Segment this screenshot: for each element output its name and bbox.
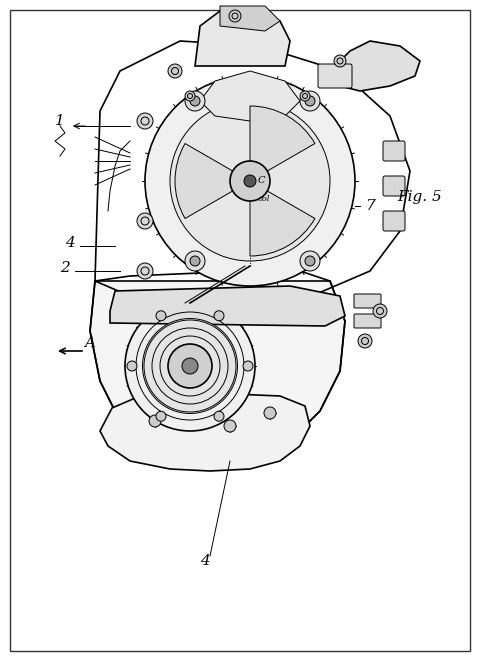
Polygon shape (100, 393, 310, 471)
Circle shape (156, 311, 166, 321)
Circle shape (230, 161, 270, 201)
Circle shape (224, 420, 236, 432)
Wedge shape (250, 181, 315, 256)
Circle shape (373, 304, 387, 318)
Circle shape (182, 358, 198, 374)
Polygon shape (330, 41, 420, 91)
Circle shape (185, 91, 195, 101)
Polygon shape (200, 71, 300, 121)
Circle shape (168, 64, 182, 78)
Text: col: col (258, 195, 270, 203)
Circle shape (300, 251, 320, 271)
Circle shape (170, 101, 330, 261)
Circle shape (190, 256, 200, 266)
Circle shape (229, 10, 241, 22)
Polygon shape (220, 6, 280, 31)
FancyBboxPatch shape (354, 314, 381, 328)
FancyBboxPatch shape (318, 64, 352, 88)
Circle shape (127, 361, 137, 371)
Circle shape (190, 96, 200, 106)
Ellipse shape (125, 301, 255, 431)
Circle shape (214, 411, 224, 421)
Circle shape (145, 76, 355, 286)
Polygon shape (110, 286, 345, 326)
Text: Fig. 5: Fig. 5 (397, 190, 443, 204)
Text: A: A (84, 336, 96, 350)
Circle shape (137, 113, 153, 129)
Circle shape (185, 251, 205, 271)
FancyBboxPatch shape (383, 176, 405, 196)
Circle shape (305, 256, 315, 266)
Ellipse shape (143, 319, 238, 414)
Circle shape (185, 91, 205, 111)
Text: 1: 1 (55, 114, 65, 128)
FancyBboxPatch shape (354, 294, 381, 308)
Wedge shape (175, 143, 250, 219)
Text: 4: 4 (65, 236, 75, 250)
Circle shape (358, 334, 372, 348)
Circle shape (334, 55, 346, 67)
Text: C: C (258, 176, 265, 185)
Circle shape (137, 213, 153, 229)
FancyBboxPatch shape (383, 211, 405, 231)
Circle shape (156, 411, 166, 421)
Circle shape (168, 344, 212, 388)
Text: 4: 4 (200, 554, 210, 568)
Circle shape (264, 407, 276, 419)
Circle shape (149, 415, 161, 427)
Circle shape (305, 96, 315, 106)
Text: 7: 7 (365, 199, 375, 213)
Circle shape (243, 361, 253, 371)
Circle shape (244, 175, 256, 187)
Wedge shape (250, 106, 315, 181)
Polygon shape (90, 281, 345, 461)
Text: 2: 2 (60, 261, 70, 275)
Circle shape (137, 263, 153, 279)
Circle shape (214, 311, 224, 321)
Circle shape (300, 91, 320, 111)
Polygon shape (195, 11, 290, 66)
FancyBboxPatch shape (383, 141, 405, 161)
Circle shape (300, 91, 310, 101)
